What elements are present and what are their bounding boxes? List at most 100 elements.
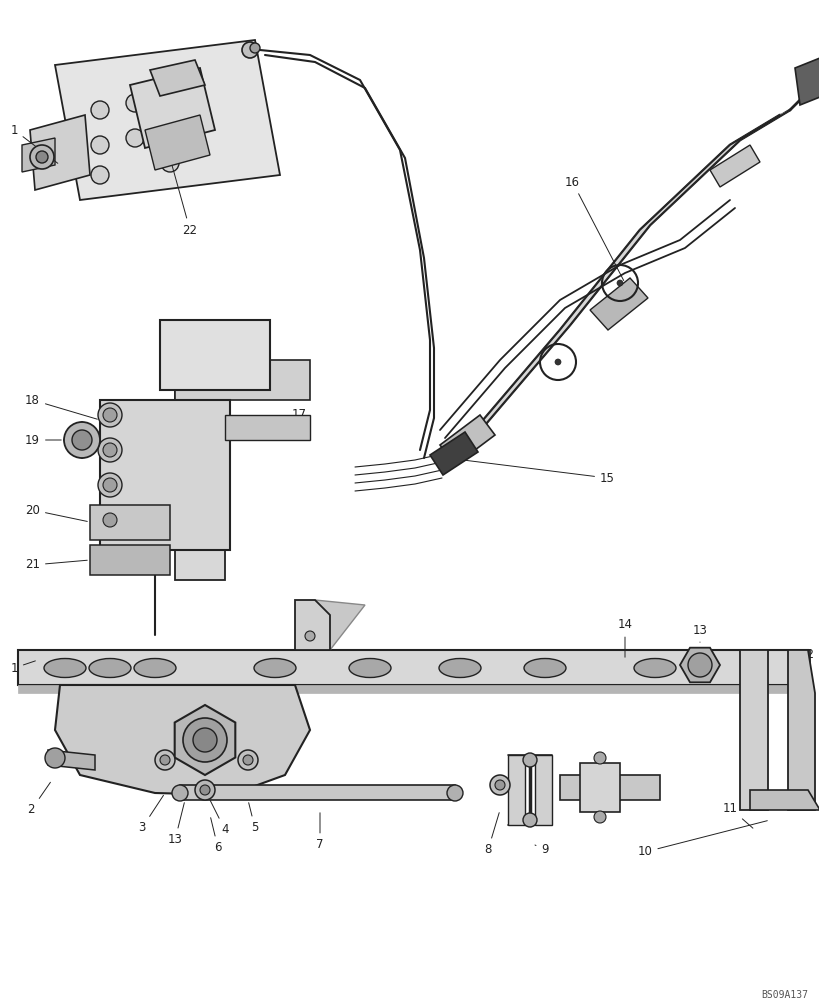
Polygon shape bbox=[174, 320, 224, 580]
Polygon shape bbox=[559, 775, 659, 800]
Circle shape bbox=[64, 422, 100, 458]
Text: 13: 13 bbox=[692, 624, 707, 642]
Text: 1: 1 bbox=[11, 661, 35, 674]
Polygon shape bbox=[55, 40, 279, 200]
Circle shape bbox=[490, 775, 509, 795]
Circle shape bbox=[159, 123, 177, 141]
Polygon shape bbox=[174, 705, 235, 775]
Text: 4: 4 bbox=[206, 792, 229, 836]
Circle shape bbox=[195, 780, 215, 800]
Circle shape bbox=[593, 811, 605, 823]
Text: 15: 15 bbox=[465, 460, 614, 485]
Polygon shape bbox=[729, 110, 789, 145]
Text: 20: 20 bbox=[25, 504, 87, 521]
Circle shape bbox=[98, 473, 122, 497]
Circle shape bbox=[554, 359, 560, 365]
Circle shape bbox=[242, 755, 253, 765]
Polygon shape bbox=[590, 278, 647, 330]
Circle shape bbox=[36, 151, 48, 163]
Polygon shape bbox=[749, 790, 819, 810]
Polygon shape bbox=[160, 320, 269, 390]
Text: 7: 7 bbox=[316, 813, 324, 851]
Polygon shape bbox=[18, 650, 807, 685]
Circle shape bbox=[687, 653, 711, 677]
Text: 14: 14 bbox=[617, 618, 631, 657]
Circle shape bbox=[91, 136, 109, 154]
Text: 16: 16 bbox=[564, 176, 623, 281]
Ellipse shape bbox=[633, 658, 675, 678]
Circle shape bbox=[91, 166, 109, 184]
Circle shape bbox=[446, 785, 463, 801]
Polygon shape bbox=[22, 138, 55, 172]
Circle shape bbox=[161, 154, 179, 172]
Circle shape bbox=[172, 785, 188, 801]
Circle shape bbox=[126, 94, 144, 112]
Polygon shape bbox=[314, 600, 364, 650]
Circle shape bbox=[242, 42, 258, 58]
Text: 9: 9 bbox=[534, 843, 548, 856]
Polygon shape bbox=[739, 650, 767, 810]
Ellipse shape bbox=[44, 658, 86, 678]
Polygon shape bbox=[709, 145, 759, 187]
Polygon shape bbox=[579, 763, 619, 812]
Ellipse shape bbox=[254, 658, 296, 678]
Circle shape bbox=[593, 752, 605, 764]
Text: 21: 21 bbox=[25, 558, 87, 572]
Polygon shape bbox=[440, 415, 495, 465]
Circle shape bbox=[98, 403, 122, 427]
Polygon shape bbox=[429, 432, 477, 475]
Polygon shape bbox=[224, 415, 310, 440]
Ellipse shape bbox=[349, 658, 391, 678]
Text: 19: 19 bbox=[25, 434, 61, 446]
Text: 3: 3 bbox=[138, 795, 163, 834]
Polygon shape bbox=[295, 600, 329, 650]
Text: 22: 22 bbox=[165, 143, 197, 237]
Circle shape bbox=[305, 631, 314, 641]
Circle shape bbox=[192, 728, 217, 752]
Polygon shape bbox=[789, 650, 809, 693]
Polygon shape bbox=[55, 685, 310, 795]
Circle shape bbox=[250, 43, 260, 53]
Ellipse shape bbox=[523, 658, 565, 678]
Polygon shape bbox=[534, 755, 551, 825]
Circle shape bbox=[91, 101, 109, 119]
Circle shape bbox=[183, 718, 227, 762]
Circle shape bbox=[30, 145, 54, 169]
Polygon shape bbox=[100, 400, 229, 550]
Text: 11: 11 bbox=[722, 801, 752, 828]
Ellipse shape bbox=[89, 658, 131, 678]
Circle shape bbox=[103, 513, 117, 527]
Circle shape bbox=[495, 780, 505, 790]
Polygon shape bbox=[130, 68, 215, 148]
Polygon shape bbox=[445, 325, 569, 465]
Text: 10: 10 bbox=[637, 821, 767, 858]
Circle shape bbox=[98, 508, 122, 532]
Circle shape bbox=[200, 785, 210, 795]
Polygon shape bbox=[150, 60, 205, 96]
Polygon shape bbox=[794, 58, 819, 105]
Polygon shape bbox=[90, 505, 170, 540]
Polygon shape bbox=[174, 360, 310, 400]
Circle shape bbox=[523, 813, 536, 827]
Polygon shape bbox=[18, 685, 807, 693]
Circle shape bbox=[45, 748, 65, 768]
Text: 5: 5 bbox=[248, 803, 258, 834]
Circle shape bbox=[103, 408, 117, 422]
Text: 12: 12 bbox=[799, 648, 814, 662]
Text: BS09A137: BS09A137 bbox=[760, 990, 807, 1000]
Polygon shape bbox=[559, 225, 649, 330]
Circle shape bbox=[98, 438, 122, 462]
Polygon shape bbox=[30, 115, 90, 190]
Circle shape bbox=[159, 88, 177, 106]
Circle shape bbox=[126, 129, 144, 147]
Polygon shape bbox=[145, 115, 210, 170]
Text: 18: 18 bbox=[25, 393, 97, 419]
Text: 6: 6 bbox=[210, 818, 221, 854]
Text: 17: 17 bbox=[292, 408, 310, 428]
Circle shape bbox=[523, 753, 536, 767]
Polygon shape bbox=[508, 755, 524, 825]
Circle shape bbox=[616, 280, 622, 286]
Ellipse shape bbox=[438, 658, 481, 678]
Circle shape bbox=[103, 478, 117, 492]
Polygon shape bbox=[180, 785, 455, 800]
